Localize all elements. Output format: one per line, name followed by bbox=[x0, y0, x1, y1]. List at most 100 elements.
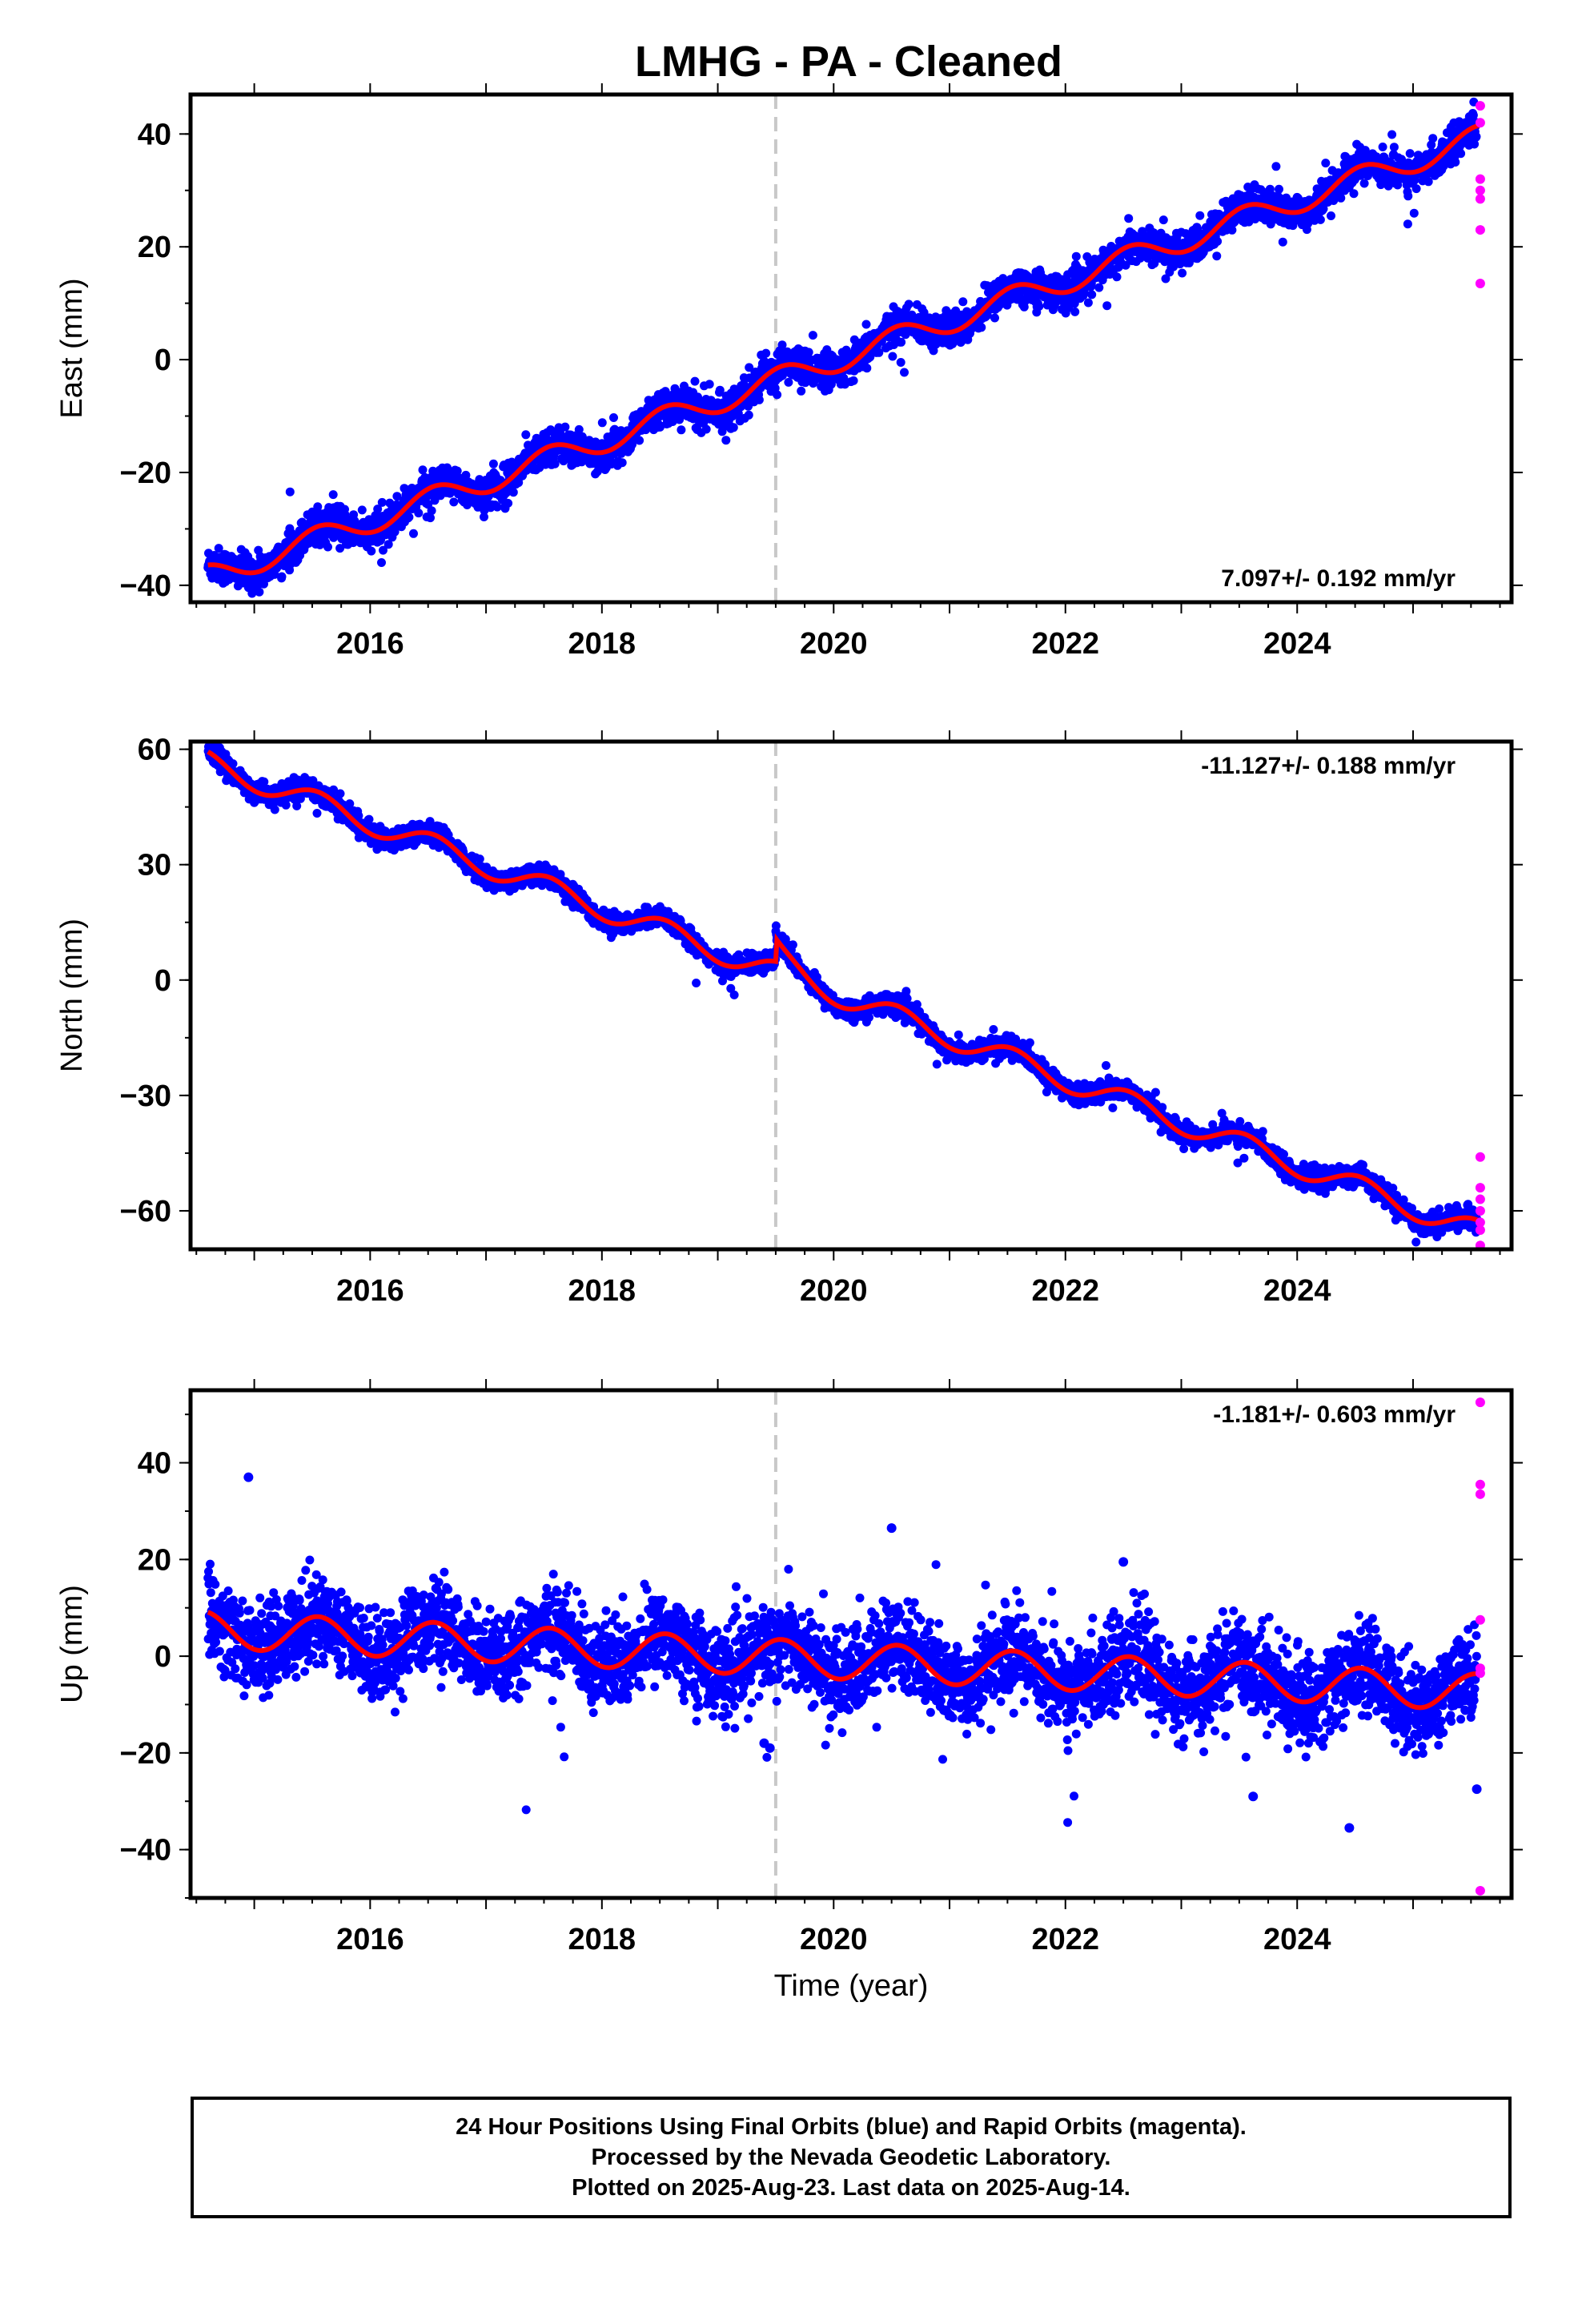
data-point bbox=[784, 377, 793, 387]
data-point bbox=[1349, 189, 1359, 199]
data-point bbox=[475, 854, 484, 864]
data-point bbox=[313, 502, 323, 512]
data-point bbox=[1212, 251, 1222, 261]
data-point bbox=[1387, 130, 1397, 139]
data-point bbox=[270, 805, 279, 814]
data-point bbox=[904, 300, 913, 309]
data-point bbox=[1112, 272, 1122, 282]
data-point bbox=[808, 331, 817, 340]
rapid-orbit-point bbox=[1475, 174, 1485, 184]
data-point bbox=[1158, 215, 1168, 225]
data-point bbox=[383, 540, 393, 549]
data-point bbox=[335, 544, 345, 553]
data-point bbox=[277, 572, 287, 581]
data-point bbox=[721, 436, 731, 445]
data-point bbox=[1124, 214, 1134, 223]
data-point bbox=[609, 413, 618, 422]
data-point bbox=[1083, 298, 1093, 308]
data-point bbox=[285, 487, 295, 497]
data-point bbox=[1315, 215, 1325, 224]
data-point bbox=[1359, 179, 1369, 188]
data-point bbox=[977, 323, 986, 332]
data-point bbox=[897, 337, 906, 347]
data-point bbox=[373, 505, 383, 514]
data-point bbox=[560, 422, 570, 432]
data-point bbox=[1403, 219, 1412, 229]
data-point bbox=[550, 459, 560, 468]
data-point bbox=[773, 390, 782, 400]
data-point bbox=[480, 513, 488, 521]
data-point bbox=[1275, 184, 1283, 194]
data-point bbox=[357, 505, 367, 515]
data-point bbox=[1389, 143, 1399, 152]
rapid-orbit-point bbox=[1475, 278, 1485, 288]
y-axis-label: East (mm) bbox=[55, 278, 89, 418]
data-point bbox=[1087, 290, 1097, 300]
data-point bbox=[849, 376, 858, 385]
data-point bbox=[1271, 162, 1281, 171]
data-point bbox=[597, 418, 607, 428]
y-tick-label: −40 bbox=[120, 569, 171, 603]
data-point bbox=[364, 814, 374, 824]
data-point bbox=[900, 368, 909, 377]
y-tick-label: −20 bbox=[120, 456, 171, 490]
data-point bbox=[323, 542, 332, 552]
final-orbit-points bbox=[203, 97, 1481, 598]
data-point bbox=[1451, 158, 1460, 167]
data-point bbox=[414, 509, 424, 518]
data-point bbox=[430, 496, 440, 505]
data-point bbox=[1213, 236, 1223, 246]
data-point bbox=[329, 533, 339, 542]
data-point bbox=[677, 425, 686, 435]
data-point bbox=[1336, 193, 1346, 203]
data-point bbox=[690, 376, 700, 386]
data-point bbox=[1428, 134, 1438, 143]
rapid-orbit-point bbox=[1475, 118, 1485, 128]
rapid-orbit-point bbox=[1475, 185, 1485, 195]
data-point bbox=[1472, 132, 1481, 142]
data-point bbox=[392, 492, 402, 501]
data-point bbox=[418, 465, 428, 475]
data-point bbox=[452, 466, 462, 476]
data-point bbox=[761, 348, 771, 358]
y-tick-label: 20 bbox=[138, 231, 171, 264]
data-point bbox=[449, 497, 459, 507]
rapid-orbit-point bbox=[1475, 225, 1485, 235]
rapid-orbit-point bbox=[1475, 194, 1485, 204]
data-point bbox=[335, 789, 345, 798]
data-point bbox=[504, 498, 513, 508]
data-point bbox=[1321, 159, 1331, 168]
y-tick-label: 40 bbox=[138, 118, 171, 151]
data-point bbox=[888, 352, 897, 361]
data-point bbox=[754, 395, 764, 404]
data-point bbox=[1378, 143, 1387, 151]
data-point bbox=[729, 423, 738, 432]
data-point bbox=[377, 497, 387, 507]
data-point bbox=[958, 297, 968, 307]
data-point bbox=[1327, 211, 1335, 220]
data-point bbox=[377, 558, 386, 567]
data-point bbox=[804, 348, 813, 357]
data-point bbox=[896, 358, 905, 367]
y-tick-label: 0 bbox=[155, 344, 171, 377]
data-point bbox=[1409, 208, 1419, 218]
data-point bbox=[701, 424, 711, 434]
data-point bbox=[521, 430, 531, 440]
data-point bbox=[350, 516, 359, 525]
x-tick-label: 2016 bbox=[336, 627, 404, 661]
data-point bbox=[508, 488, 518, 497]
data-point bbox=[1456, 149, 1466, 159]
rate-label: 7.097+/- 0.192 mm/yr bbox=[1221, 565, 1456, 592]
x-tick-label: 2018 bbox=[568, 627, 636, 661]
data-point bbox=[1071, 251, 1081, 261]
data-point bbox=[409, 529, 418, 538]
data-point bbox=[797, 386, 806, 396]
data-point bbox=[1178, 268, 1187, 278]
data-point bbox=[1195, 211, 1205, 220]
data-point bbox=[1094, 283, 1104, 292]
data-point bbox=[990, 313, 999, 323]
data-point bbox=[1278, 237, 1287, 247]
data-point bbox=[1102, 301, 1112, 311]
